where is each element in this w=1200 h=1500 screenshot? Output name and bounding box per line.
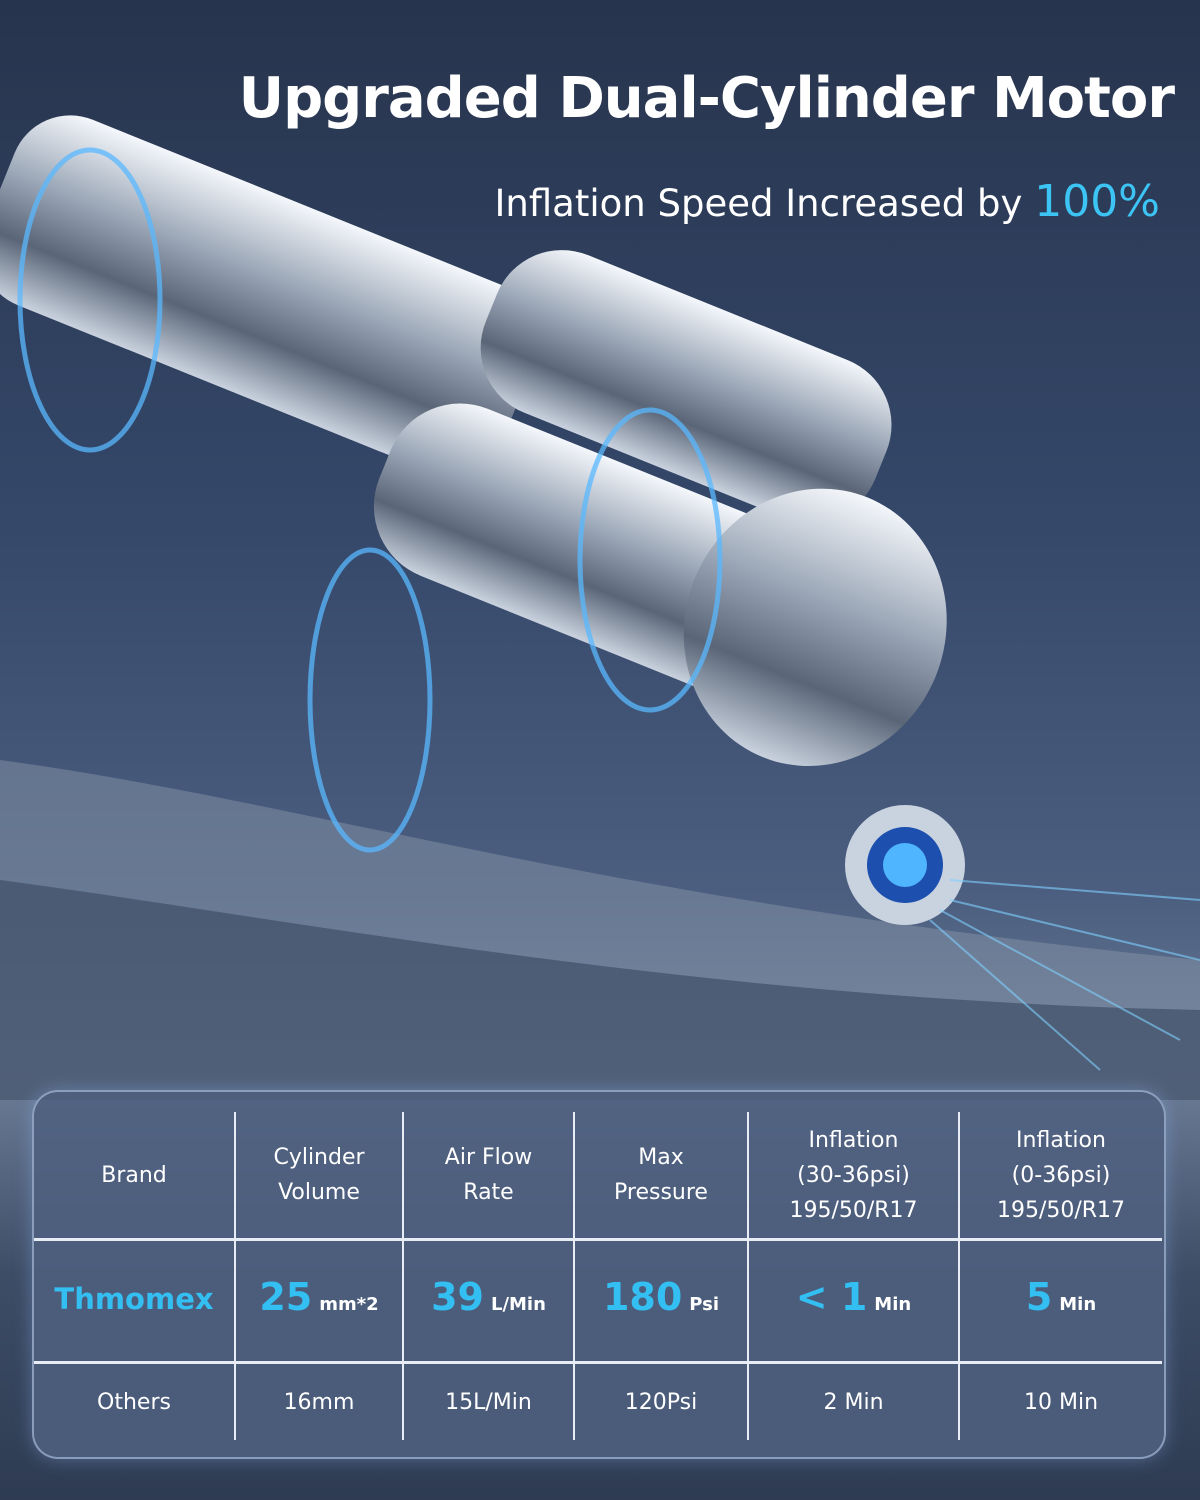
cell: 10 Min — [958, 1362, 1162, 1440]
cell-value: 5 — [1025, 1275, 1053, 1319]
motor-body — [0, 115, 947, 767]
cell: 25 mm*2 — [234, 1238, 403, 1364]
cell-unit: Min — [1059, 1294, 1097, 1315]
header-line: Cylinder — [273, 1145, 365, 1170]
cell-unit: mm*2 — [319, 1294, 379, 1315]
cell-unit: Psi — [689, 1294, 720, 1315]
header-line: Inflation — [808, 1127, 899, 1153]
cell: 120Psi — [573, 1362, 748, 1440]
cell-value: 39 — [431, 1275, 484, 1319]
cell: 5 Min — [958, 1238, 1162, 1364]
cell-value: 180 — [602, 1275, 683, 1319]
subtitle: Inflation Speed Increased by 100% — [495, 176, 1161, 227]
cell-brand: Others — [97, 1389, 171, 1415]
cell: 39 L/Min — [402, 1238, 574, 1364]
table-header-row: Brand Cylinder Volume Air Flow Rate Max Pre… — [34, 1112, 1162, 1240]
header-line: (30-36psi) — [797, 1162, 910, 1188]
header-line: Pressure — [614, 1180, 708, 1205]
header-line: (0-36psi) — [1011, 1162, 1111, 1188]
header-line: Air Flow — [444, 1145, 533, 1170]
header-line: Brand — [101, 1162, 167, 1188]
header-line: Inflation — [1016, 1127, 1106, 1153]
cell-value: < 1 — [795, 1275, 868, 1319]
header-line: 195/50/R17 — [789, 1197, 918, 1223]
table-row-others: Others 16mm 15L/Min 120Psi 2 Min 10 Min — [34, 1362, 1162, 1440]
header-inflation-30-36: Inflation (30-36psi) 195/50/R17 — [747, 1112, 959, 1240]
header-line: Max — [638, 1145, 684, 1170]
subtitle-highlight: 100% — [1034, 176, 1160, 227]
header-inflation-0-36: Inflation (0-36psi) 195/50/R17 — [958, 1112, 1162, 1240]
subtitle-text: Inflation Speed Increased by — [494, 182, 1023, 225]
header-line: Volume — [278, 1180, 360, 1205]
cell: 2 Min — [747, 1362, 959, 1440]
page-title: Upgraded Dual-Cylinder Motor — [238, 66, 1175, 131]
table-row-thmomex: Thmomex 25 mm*2 39 L/Min 180 Psi < 1 Min… — [34, 1238, 1162, 1364]
header-cylinder-volume: Cylinder Volume — [234, 1112, 403, 1240]
cell: 15L/Min — [402, 1362, 574, 1440]
cell: 180 Psi — [573, 1238, 748, 1364]
cell: 16mm — [234, 1362, 403, 1440]
cell-unit: Min — [874, 1294, 912, 1315]
cell-brand: Thmomex — [34, 1238, 235, 1364]
header-air-flow-rate: Air Flow Rate — [402, 1112, 574, 1240]
header-brand: Brand — [34, 1112, 235, 1240]
header-line: 195/50/R17 — [996, 1197, 1126, 1223]
header-max-pressure: Max Pressure — [573, 1112, 748, 1240]
cell: < 1 Min — [747, 1238, 959, 1364]
header-line: Rate — [463, 1180, 514, 1205]
cell-unit: L/Min — [490, 1294, 546, 1315]
comparison-table: Brand Cylinder Volume Air Flow Rate Max Pre… — [32, 1090, 1166, 1459]
cell-value: 25 — [259, 1275, 313, 1319]
brand-name: Thmomex — [54, 1282, 214, 1316]
